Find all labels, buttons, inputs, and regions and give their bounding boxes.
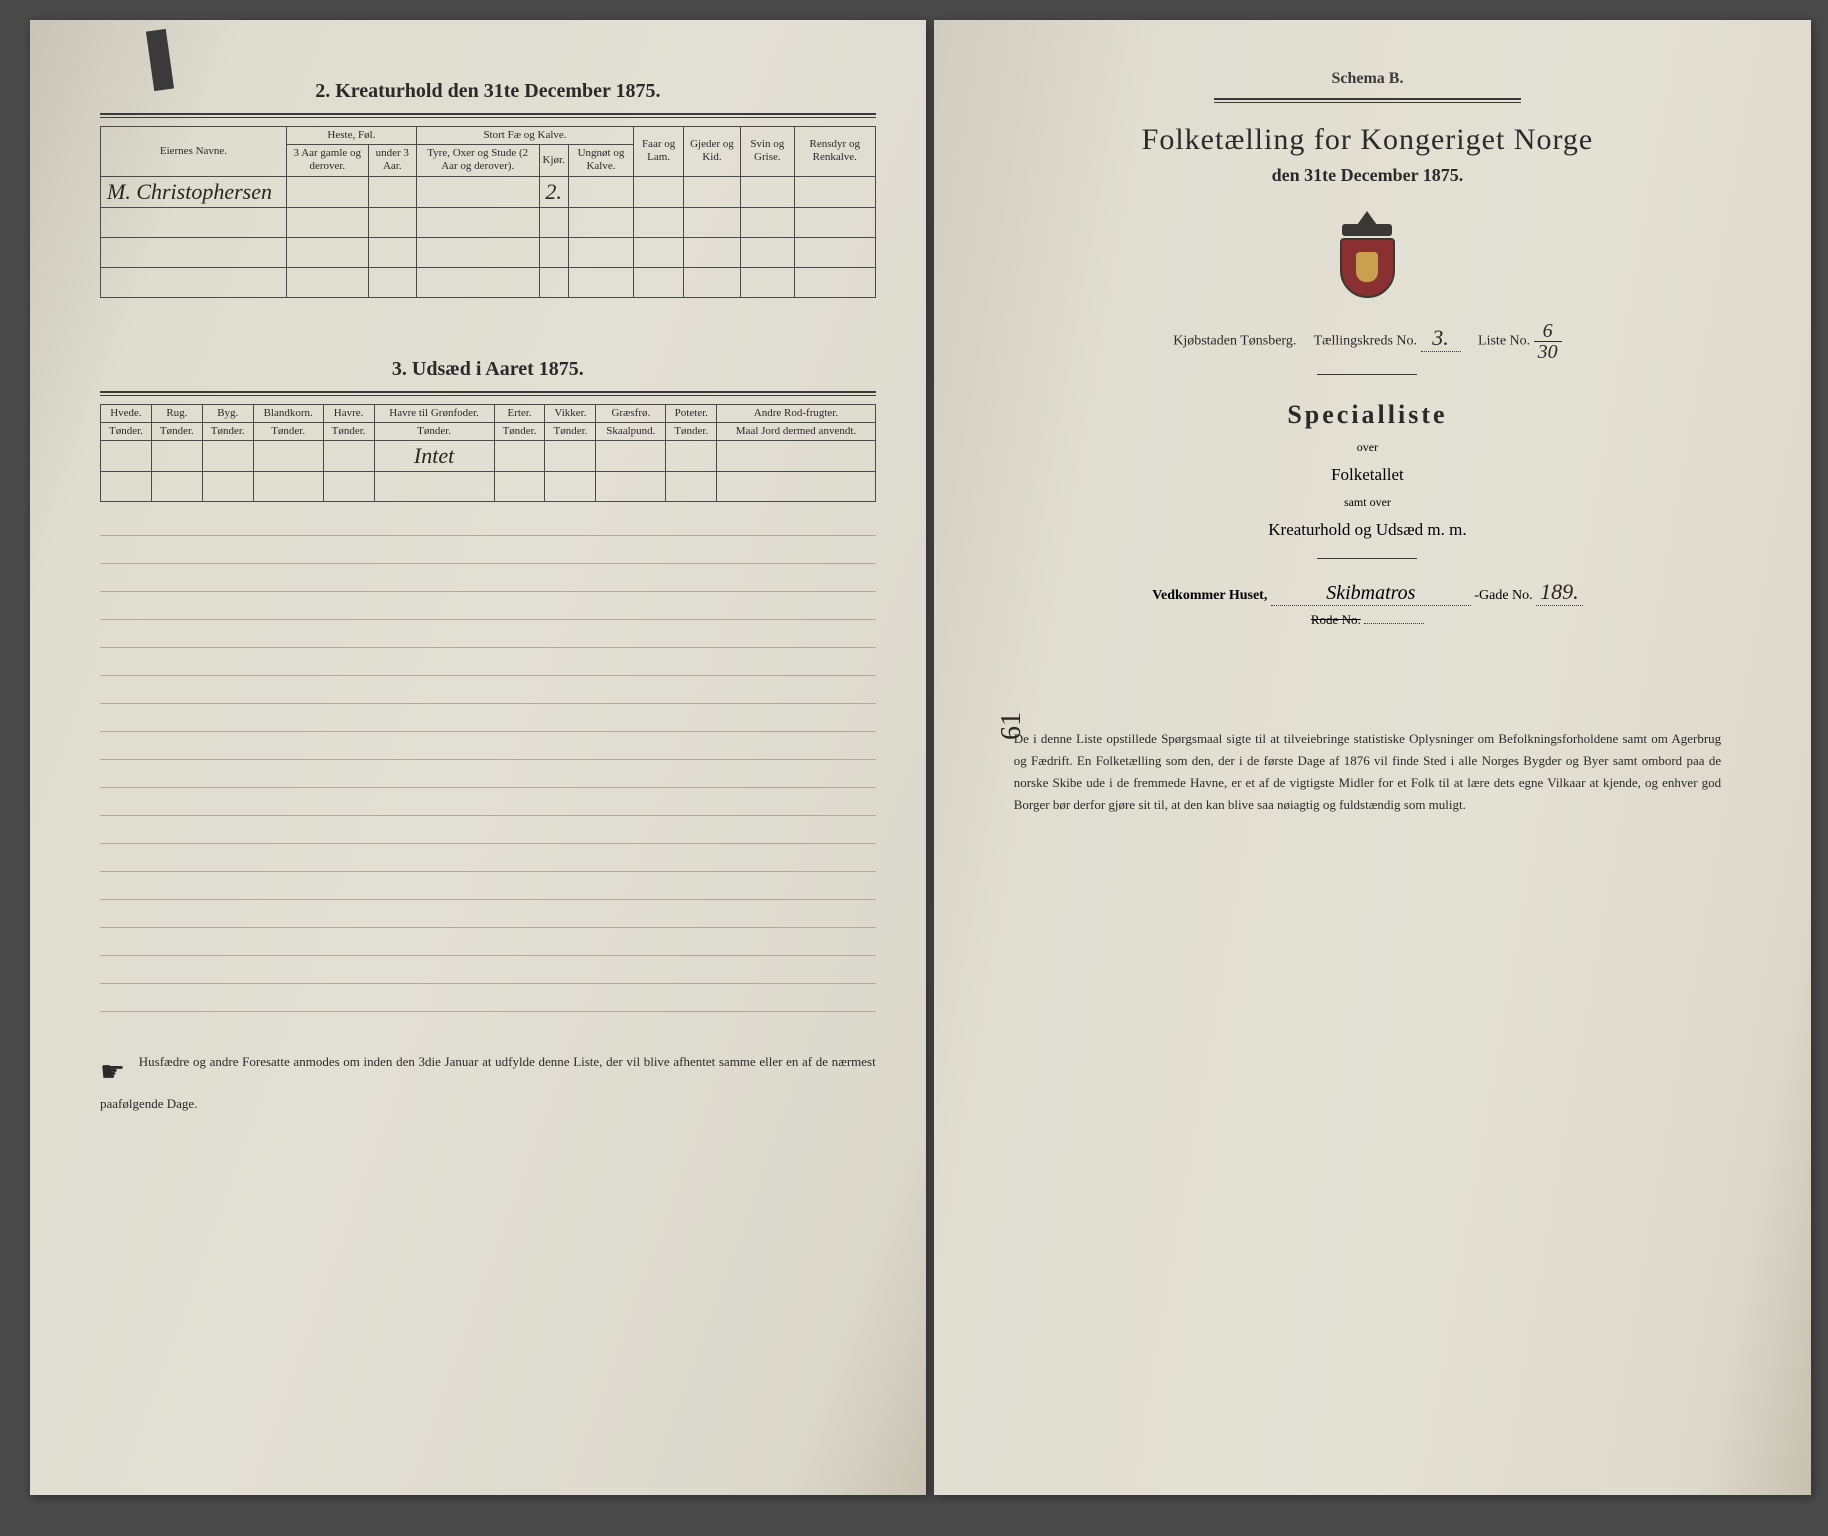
- row1-name: M. Christophersen: [101, 176, 287, 207]
- right-page: Schema B. Folketælling for Kongeriget No…: [934, 20, 1811, 1495]
- col-faar: Faar og Lam.: [634, 127, 684, 177]
- folketallet-label: Folketallet: [984, 465, 1751, 485]
- c8: Vikker.: [545, 404, 596, 422]
- c3: Byg.: [202, 404, 253, 422]
- col-kjor: Kjør.: [539, 145, 568, 176]
- col-gjeder: Gjeder og Kid.: [684, 127, 741, 177]
- c9: Græsfrø.: [596, 404, 666, 422]
- liste-label: Liste No.: [1478, 334, 1530, 349]
- footnote-text: Husfædre og andre Foresatte anmodes om i…: [100, 1054, 876, 1111]
- rode-label: Rode No.: [1311, 612, 1361, 627]
- rule: [1317, 558, 1417, 559]
- c11: Andre Rod-frugter.: [717, 404, 876, 422]
- c7: Erter.: [494, 404, 545, 422]
- col-heste-gamle: 3 Aar gamle og derover.: [286, 145, 368, 176]
- c2: Rug.: [151, 404, 202, 422]
- liste-number: 6 30: [1534, 321, 1562, 362]
- section3-title: 3. Udsæd i Aaret 1875.: [100, 358, 876, 381]
- kreaturhold-table: Eiernes Navne. Heste, Føl. Stort Fæ og K…: [100, 126, 876, 298]
- c4: Blandkorn.: [253, 404, 323, 422]
- col-group-storfe: Stort Fæ og Kalve.: [416, 127, 633, 145]
- ruled-lines: [100, 508, 876, 1012]
- house-line: Vedkommer Huset, Skibmatros -Gade No. 18…: [984, 579, 1751, 606]
- rule: [1317, 374, 1417, 375]
- col-heste-under: under 3 Aar.: [368, 145, 416, 176]
- c5: Havre.: [323, 404, 374, 422]
- rule: [1214, 98, 1521, 103]
- rule: [100, 391, 876, 396]
- margin-note: 61: [996, 712, 1028, 740]
- col-eier: Eiernes Navne.: [101, 127, 287, 177]
- pointer-hand-icon: ☛: [100, 1052, 125, 1094]
- schema-label: Schema B.: [984, 70, 1751, 88]
- col-group-heste: Heste, Føl.: [286, 127, 416, 145]
- c10: Poteter.: [666, 404, 717, 422]
- col-svin: Svin og Grise.: [740, 127, 794, 177]
- left-page: 2. Kreaturhold den 31te December 1875. E…: [30, 20, 926, 1495]
- main-title: Folketælling for Kongeriget Norge: [984, 123, 1751, 157]
- sub-title: den 31te December 1875.: [984, 165, 1751, 186]
- rule: [100, 113, 876, 118]
- rode-line: Rode No.: [984, 612, 1751, 628]
- specialliste-title: Specialliste: [984, 400, 1751, 430]
- c6: Havre til Grønfoder.: [374, 404, 494, 422]
- coat-of-arms-icon: [1332, 211, 1402, 301]
- right-footnote: De i denne Liste opstillede Spørgsmaal s…: [984, 728, 1751, 816]
- col-rensdyr: Rensdyr og Renkalve.: [794, 127, 875, 177]
- samt-over-label: samt over: [984, 495, 1751, 510]
- street-value: Skibmatros: [1271, 582, 1471, 606]
- kreatur-line: Kreaturhold og Udsæd m. m.: [984, 520, 1751, 540]
- section2-title: 2. Kreaturhold den 31te December 1875.: [100, 80, 876, 103]
- taellingkreds-val: 3.: [1421, 325, 1461, 352]
- vedkommer-label: Vedkommer Huset,: [1152, 588, 1267, 603]
- gade-no: 189.: [1536, 579, 1583, 606]
- gade-label: -Gade No.: [1474, 588, 1532, 603]
- taellingkreds-label: Tællingskreds No.: [1314, 334, 1417, 349]
- meta-line: Kjøbstaden Tønsberg. Tællingskreds No. 3…: [984, 321, 1751, 362]
- kjobstad-label: Kjøbstaden Tønsberg.: [1173, 334, 1296, 349]
- over-label: over: [984, 440, 1751, 455]
- udsaed-table: Hvede. Rug. Byg. Blandkorn. Havre. Havre…: [100, 404, 876, 502]
- col-ungnot: Ungnøt og Kalve.: [568, 145, 633, 176]
- c1: Hvede.: [101, 404, 152, 422]
- col-tyre: Tyre, Oxer og Stude (2 Aar og derover).: [416, 145, 539, 176]
- left-footnote: ☛ Husfædre og andre Foresatte anmodes om…: [100, 1052, 876, 1114]
- row1-kjor: 2.: [539, 176, 568, 207]
- row1-val: Intet: [374, 440, 494, 471]
